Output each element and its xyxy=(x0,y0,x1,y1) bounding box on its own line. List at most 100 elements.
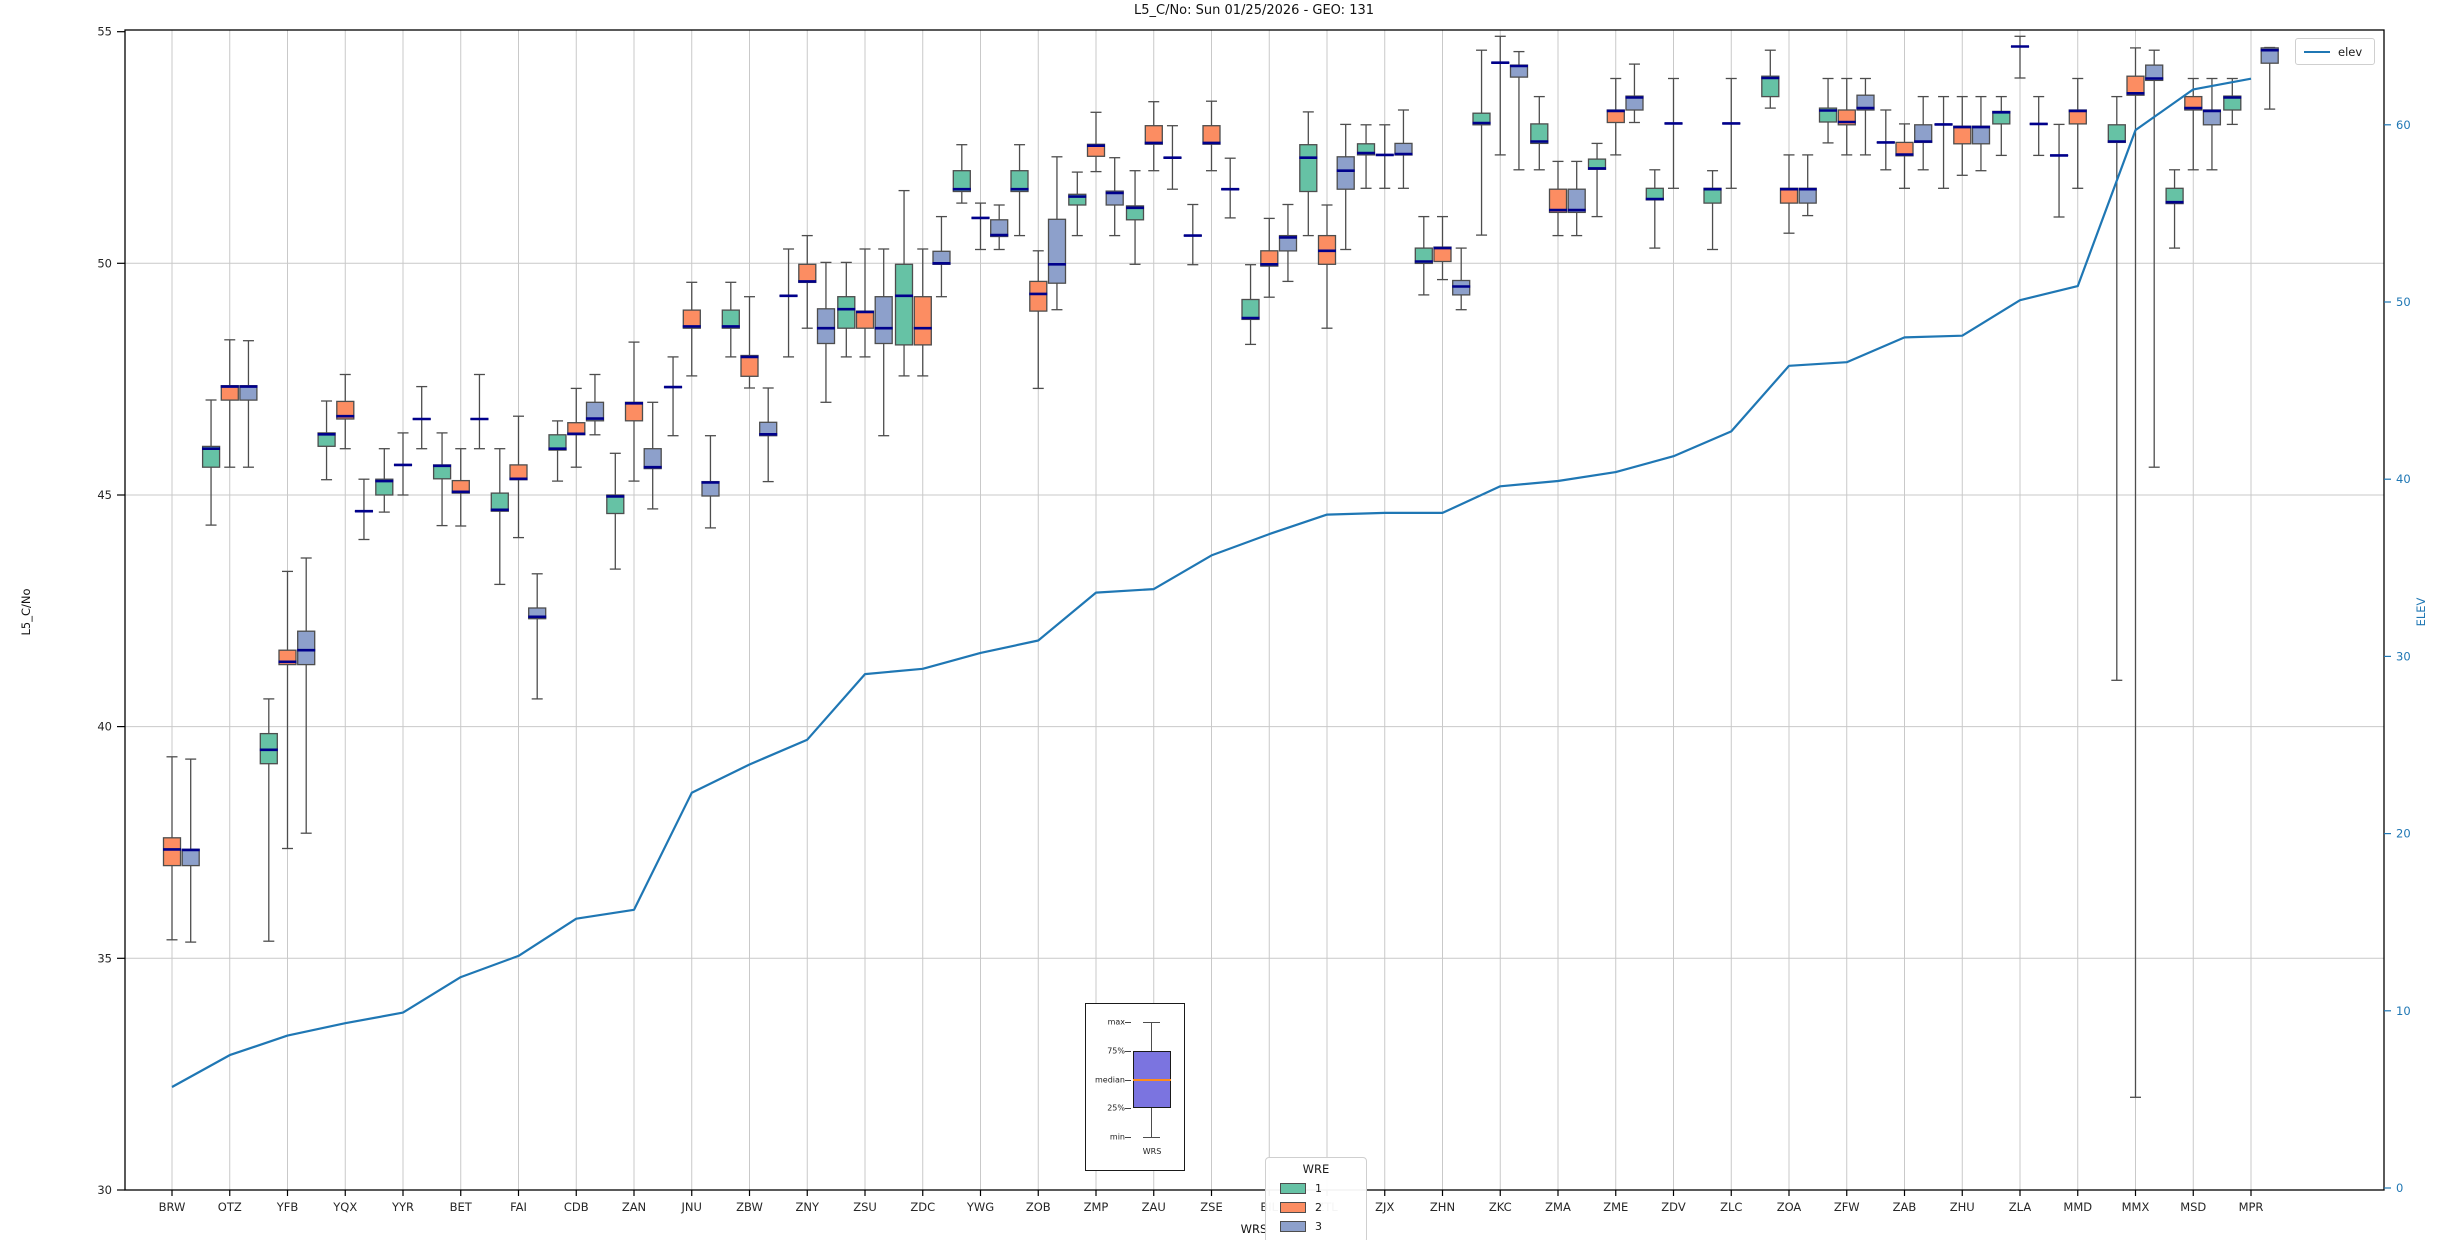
box-rect xyxy=(606,494,625,515)
box-ZNY-s2 xyxy=(798,234,817,329)
box-ZAB-s2 xyxy=(1895,123,1914,189)
box-rect xyxy=(1010,170,1029,193)
box-ZAU-s2 xyxy=(1144,101,1163,172)
box-YWG-s1 xyxy=(952,144,971,204)
box-rect xyxy=(2165,187,2184,205)
x-tick-label: ZSE xyxy=(1200,1200,1222,1214)
box-ZAN-s1 xyxy=(606,452,625,570)
x-tick-label: ZME xyxy=(1603,1200,1628,1214)
box-MPR-s1 xyxy=(2223,77,2242,126)
x-tick-label: CDB xyxy=(564,1200,589,1214)
box-ZHU-s3 xyxy=(1971,95,1991,172)
box-ZLA-s1 xyxy=(1992,95,2011,157)
box-ZSE-s3 xyxy=(1221,157,1240,219)
box-MSD-s1 xyxy=(2165,169,2184,249)
elev-legend: elev xyxy=(2295,38,2375,65)
box-ZLA-s3 xyxy=(2029,95,2048,157)
box-ZDC-s2 xyxy=(913,248,932,377)
box-rect xyxy=(490,492,509,512)
box-rect xyxy=(1953,125,1972,145)
box-rect xyxy=(1125,205,1145,221)
box-rect xyxy=(643,448,662,470)
x-tick-label: ZAN xyxy=(622,1200,646,1214)
box-YWG-s2 xyxy=(971,202,990,251)
box-ZOA-s2 xyxy=(1779,154,1799,234)
box-ZBW-s1 xyxy=(721,281,740,358)
box-ZJX-s1 xyxy=(1356,124,1376,189)
box-ZMP-s1 xyxy=(1068,171,1087,237)
box-rect xyxy=(721,309,740,329)
x-tick-label: YFB xyxy=(276,1200,299,1214)
box-rect xyxy=(181,848,200,867)
box-ZLC-s2 xyxy=(1722,77,1741,189)
y-right-tick-label: 10 xyxy=(2396,1004,2411,1018)
x-tick-label: MSD xyxy=(2180,1200,2206,1214)
x-tick-label: YWG xyxy=(966,1200,994,1214)
box-ZOB-s2 xyxy=(1029,250,1048,390)
x-tick-label: YYR xyxy=(391,1200,414,1214)
box-rect xyxy=(1472,112,1491,126)
inset-label-min: min xyxy=(1109,1132,1125,1142)
box-rect xyxy=(1105,190,1124,206)
x-tick-label: ZHN xyxy=(1430,1200,1455,1214)
series-2 xyxy=(162,35,2203,1098)
box-ZOB-s1 xyxy=(1010,144,1029,237)
box-ZMP-s3 xyxy=(1105,157,1124,237)
box-ZHU-s2 xyxy=(1953,95,1972,176)
box-MMX-s1 xyxy=(2107,95,2126,681)
box-rect xyxy=(297,630,316,666)
x-tick-label: ZBW xyxy=(736,1200,763,1214)
box-ZTL-s3 xyxy=(1336,123,1355,251)
box-MSD-s2 xyxy=(2184,77,2203,171)
x-tick-label: ZFW xyxy=(1834,1200,1860,1214)
box-YWG-s3 xyxy=(990,204,1009,251)
x-tick-label: ZMA xyxy=(1545,1200,1571,1214)
box-rect xyxy=(1414,247,1433,265)
box-rect xyxy=(2184,95,2203,111)
legend-item-1: 1 xyxy=(1266,1179,1366,1198)
series3-swatch xyxy=(1280,1221,1306,1232)
box-rect xyxy=(2202,109,2222,126)
inset-tick xyxy=(1125,1108,1131,1109)
box-ZDV-s2 xyxy=(1664,77,1683,189)
box-ZOB-s3 xyxy=(1047,156,1067,311)
x-tick-label: YQX xyxy=(332,1200,357,1214)
box-MSD-s3 xyxy=(2202,77,2222,171)
box-ZMP-s2 xyxy=(1086,111,1106,173)
box-rect xyxy=(874,296,893,345)
box-rect xyxy=(1029,280,1048,312)
axis-ticks: 30 35 40 45 50 55 0 10 20 30 40 50 60 BRW OTZ YFB YQX YYR… xyxy=(97,25,2410,1214)
box-YFB-s3 xyxy=(297,557,316,834)
box-rect xyxy=(1914,124,1933,144)
y-left-tick-label: 40 xyxy=(97,720,112,734)
inset-label-max: max xyxy=(1107,1017,1125,1027)
box-rect xyxy=(952,170,971,193)
box-ZSE-s2 xyxy=(1202,100,1221,172)
y-axis-label-left: L5_C/No xyxy=(19,588,33,636)
box-ZJX-s3 xyxy=(1394,109,1413,189)
box-rect xyxy=(913,296,932,346)
box-MMD-s2 xyxy=(2068,77,2087,189)
box-BIL-s2 xyxy=(1260,217,1279,298)
box-JNU-s1 xyxy=(663,356,683,437)
box-FAI-s3 xyxy=(528,573,547,700)
box-ZNY-s1 xyxy=(779,248,798,358)
box-ZAN-s3 xyxy=(643,401,662,510)
box-ZME-s3 xyxy=(1625,63,1644,124)
box-ZSU-s2 xyxy=(855,248,875,358)
box-rect xyxy=(1260,250,1279,267)
box-BRW-s3 xyxy=(181,758,200,943)
box-YYR-s3 xyxy=(412,385,431,450)
y-right-tick-label: 40 xyxy=(2396,472,2411,486)
elev-line xyxy=(171,77,2252,1088)
x-tick-label: ZAU xyxy=(1142,1200,1166,1214)
x-tick-label: JNU xyxy=(681,1200,702,1214)
box-ZOA-s3 xyxy=(1798,154,1817,217)
box-FAI-s2 xyxy=(509,415,528,539)
box-rect xyxy=(548,434,567,451)
x-tick-label: BET xyxy=(450,1200,473,1214)
box-rect xyxy=(528,607,547,620)
box-ZMA-s3 xyxy=(1567,160,1586,237)
